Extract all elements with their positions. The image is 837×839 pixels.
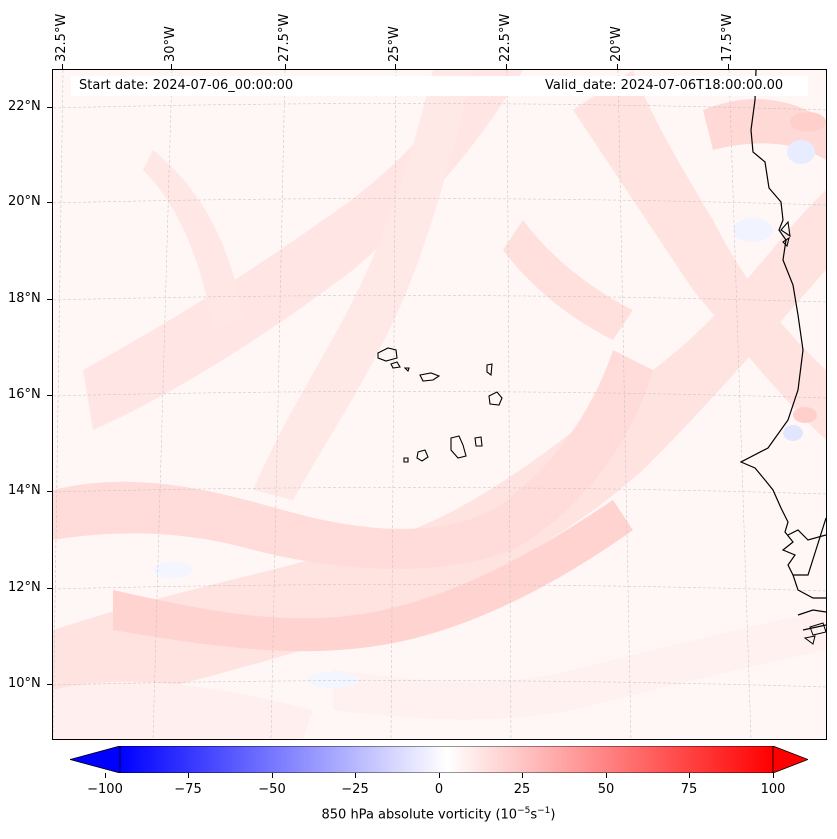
colorbar-min-arrow	[70, 746, 121, 773]
colorbar-tick	[355, 773, 356, 778]
lat-label-22n: 22°N	[8, 99, 41, 114]
colorbar-unit-close: )	[550, 807, 556, 823]
colorbar-unit-exp2: −1	[537, 806, 551, 816]
colorbar-tick-label: 50	[597, 782, 615, 797]
vorticity-band	[573, 70, 826, 440]
cape-verde-islands	[377, 347, 503, 463]
lon-label-25w: 25°W	[387, 26, 402, 62]
lon-tick	[395, 64, 396, 69]
lon-label-20w: 20°W	[609, 26, 624, 62]
lat-label-16n: 16°N	[8, 387, 41, 402]
lon-label-22.5w: 22.5°W	[498, 13, 513, 62]
island-fogo	[416, 449, 429, 462]
blue-patch	[733, 218, 773, 242]
colorbar-tick-label: 0	[434, 782, 444, 797]
island-santo-antao	[377, 347, 398, 362]
island-sao-vicente	[390, 361, 401, 369]
vorticity-band	[53, 681, 313, 739]
red-spot	[793, 407, 817, 423]
positive-vorticity-spots	[790, 112, 826, 423]
lat-tick	[47, 202, 52, 203]
island-sal	[486, 363, 493, 377]
colorbar-tick-label: 25	[513, 782, 531, 797]
vorticity-band	[53, 350, 653, 569]
map-canvas	[53, 70, 826, 739]
vorticity-band	[143, 150, 243, 330]
lon-tick	[285, 64, 286, 69]
blue-patch	[783, 425, 803, 441]
lon-label-32.5w: 32.5°W	[54, 13, 69, 62]
colorbar-unit-mid: s	[530, 807, 538, 823]
colorbar-tick-label: −75	[174, 782, 202, 797]
island-santiago	[450, 435, 467, 459]
colorbar-tick	[522, 773, 523, 778]
colorbar-tick-label: 75	[680, 782, 698, 797]
colorbar-label-text: 850 hPa absolute vorticity	[321, 807, 492, 823]
colorbar-tick	[188, 773, 189, 778]
colorbar-tick	[439, 773, 440, 778]
lon-label-17.5w: 17.5°W	[720, 13, 735, 62]
colorbar-tick	[606, 773, 607, 778]
vorticity-band	[113, 500, 633, 652]
colorbar-unit-base: (10	[495, 807, 518, 823]
colorbar-body	[119, 746, 774, 773]
colorbar-tick	[689, 773, 690, 778]
lon-tick	[617, 64, 618, 69]
vorticity-band	[253, 70, 473, 500]
island-maio	[474, 436, 483, 447]
blue-patch	[787, 140, 815, 164]
lat-label-12n: 12°N	[8, 580, 41, 595]
lat-tick	[47, 299, 52, 300]
colorbar-tick	[272, 773, 273, 778]
lon-label-30w: 30°W	[163, 26, 178, 62]
lat-label-20n: 20°N	[8, 194, 41, 209]
colorbar-label: 850 hPa absolute vorticity (10−5s−1)	[0, 806, 837, 822]
lat-label-10n: 10°N	[8, 676, 41, 691]
coastline-africa	[739, 70, 826, 599]
colorbar-tick	[105, 773, 106, 778]
header-band	[71, 76, 808, 96]
colorbar	[70, 746, 808, 773]
lat-tick	[47, 491, 52, 492]
lon-label-27.5w: 27.5°W	[277, 13, 292, 62]
start-date-label: Start date: 2024-07-06_00:00:00	[79, 78, 294, 93]
vorticity-band	[53, 190, 826, 720]
lat-tick	[47, 684, 52, 685]
vorticity-band	[503, 220, 633, 340]
colorbar-tick-label: −100	[87, 782, 123, 797]
island-bijagos	[803, 622, 826, 645]
negative-vorticity	[153, 140, 815, 688]
lat-tick	[47, 107, 52, 108]
vorticity-map[interactable]	[52, 69, 827, 740]
lon-tick	[728, 64, 729, 69]
graticule	[53, 70, 826, 739]
coastline-detail	[787, 529, 826, 631]
island-sao-nicolau	[419, 372, 441, 382]
lat-tick	[47, 395, 52, 396]
island-brava	[403, 457, 409, 463]
lat-label-14n: 14°N	[8, 483, 41, 498]
colorbar-unit-exp1: −5	[517, 806, 531, 816]
vorticity-field	[53, 70, 826, 739]
lon-tick	[506, 64, 507, 69]
lat-label-18n: 18°N	[8, 291, 41, 306]
colorbar-tick	[773, 773, 774, 778]
lon-tick	[171, 64, 172, 69]
red-spot	[790, 112, 826, 132]
colorbar-tick-label: −50	[258, 782, 286, 797]
island-santa-luzia	[403, 367, 410, 373]
vorticity-band	[333, 610, 826, 720]
colorbar-tick-label: −25	[341, 782, 369, 797]
lon-tick	[62, 64, 63, 69]
lat-tick	[47, 588, 52, 589]
blue-patch	[153, 562, 193, 578]
blue-patch	[307, 672, 359, 688]
island-coastal	[780, 220, 791, 248]
colorbar-max-arrow	[772, 746, 808, 773]
colorbar-tick-label: 100	[760, 782, 786, 797]
island-boa-vista	[488, 391, 503, 406]
valid-date-label: Valid_date: 2024-07-06T18:00:00.00	[545, 78, 784, 93]
